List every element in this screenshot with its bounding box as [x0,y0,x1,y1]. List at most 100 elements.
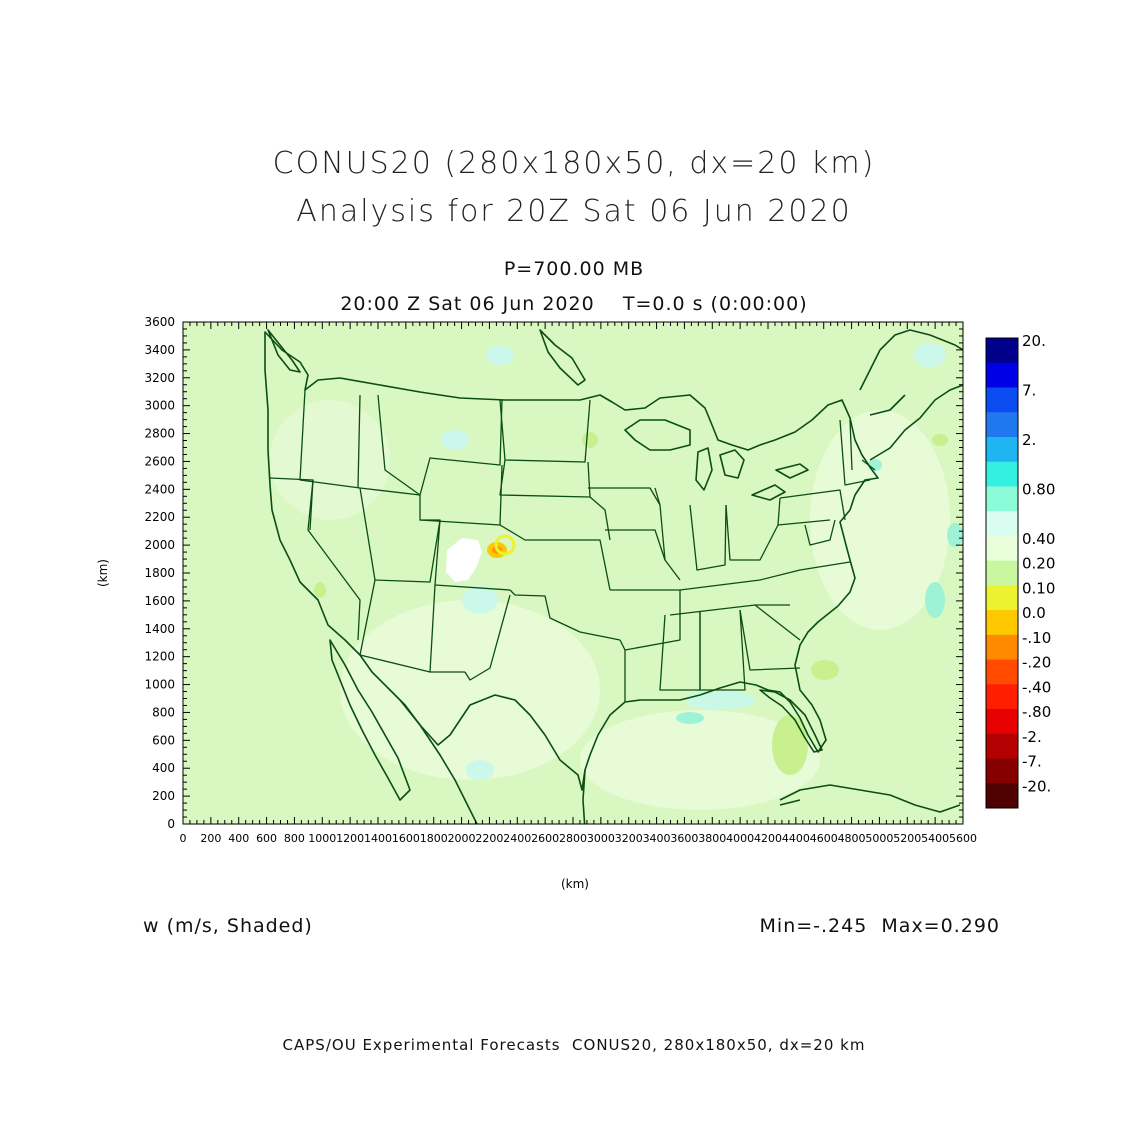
colorbar-swatch [986,610,1018,636]
field-patch [676,712,704,724]
colorbar-swatch [986,436,1018,463]
x-tick-label: 3800 [698,832,726,845]
y-tick-label: 3200 [144,371,175,385]
field-patch [947,523,963,547]
field-patch [772,715,808,775]
y-tick-label: 1000 [144,678,175,692]
x-tick-label: 5200 [893,832,921,845]
cuba [779,784,961,813]
field-patch [925,582,945,618]
y-tick-label: 3600 [144,315,175,329]
mexico-coast [329,639,586,824]
colorbar-swatch [986,461,1018,487]
colorbar-label: 0.40 [1022,530,1055,548]
colorbar-label: 0.0 [1022,604,1046,622]
field-min-ring [494,534,516,556]
plot-title-line2: Analysis for 20Z Sat 06 Jun 2020 [296,194,852,229]
x-tick-label: 2800 [559,832,587,845]
x-tick-label: 4400 [782,832,810,845]
colorbar-swatch [986,783,1018,809]
x-tick-label: 5400 [921,832,949,845]
y-axis-label: (km) [96,559,110,587]
colorbar-label: 2. [1022,431,1036,449]
pressure-level-label: P=700.00 MB [503,258,645,280]
x-tick-label: 2600 [531,832,559,845]
y-tick-label: 1800 [144,566,175,580]
x-tick-label: 600 [256,832,277,845]
y-tick-label: 2200 [144,510,175,524]
field-patch [340,600,600,780]
field-patch [462,586,498,614]
field-patch [685,690,755,710]
y-tick-label: 0 [167,817,175,831]
colorbar-swatch [986,486,1018,512]
x-tick-label: 400 [228,832,249,845]
min-max-label: Min=-.245 Max=0.290 [759,915,1000,937]
y-tick-label: 400 [152,761,175,775]
x-axis-label: (km) [561,877,589,891]
x-tick-label: 200 [200,832,221,845]
x-tick-label: 800 [284,832,305,845]
y-tick-label: 800 [152,705,175,719]
colorbar-swatch [986,733,1018,760]
field-patch [314,582,326,598]
x-tick-label: 3600 [670,832,698,845]
credit-label: CAPS/OU Experimental Forecasts CONUS20, … [282,1036,866,1054]
y-tick-label: 1200 [144,650,175,664]
field-patch [932,434,948,446]
y-tick-label: 1600 [144,594,175,608]
colorbar-swatch [986,511,1018,537]
y-tick-label: 3400 [144,343,175,357]
x-tick-label: 1400 [364,832,392,845]
y-tick-label: 600 [152,733,175,747]
field-patch [580,710,820,810]
y-tick-label: 1400 [144,622,175,636]
y-axis: 0 200 400 600 800 1000 1200 1400 1600 1800 2000 220… [144,315,963,831]
colorbar-swatch [986,659,1018,685]
colorbar: 20. 7. 2. 0.80 0.40 0.20 0.10 0.0 -.10 -.20 -.40 -.… [985,332,1055,809]
field-label: w (m/s, Shaded) [143,915,313,937]
florida [759,689,823,753]
colorbar-label: 0.10 [1022,579,1055,597]
shaded-field [183,322,963,824]
field-patch [441,430,469,450]
colorbar-swatch [986,412,1018,438]
colorbar-swatch [986,535,1018,562]
x-tick-label: 4200 [754,832,782,845]
great-lakes [624,419,809,501]
field-max-white [446,538,482,582]
state-lines [269,389,876,702]
field-patch [466,760,494,780]
field-patch [914,343,946,367]
y-tick-label: 200 [152,789,175,803]
colorbar-swatch [986,684,1018,710]
colorbar-label: -.10 [1022,629,1051,647]
colorbar-label: -.40 [1022,678,1051,696]
x-tick-label: 4600 [810,832,838,845]
colorbar-frame [985,337,1019,809]
x-tick-label: 4000 [726,832,754,845]
vancouver-island [267,329,586,386]
y-tick-label: 2600 [144,454,175,468]
colorbar-label: -7. [1022,753,1042,771]
colorbar-label: 7. [1022,381,1036,399]
colorbar-swatch [986,709,1018,735]
colorbar-label: 0.20 [1022,555,1055,573]
colorbar-swatch [986,338,1018,364]
x-tick-label: 4800 [838,832,866,845]
colorbar-swatch [986,585,1018,611]
x-tick-label: 1200 [336,832,364,845]
colorbar-swatch [986,560,1018,586]
valid-time-label: 20:00 Z Sat 06 Jun 2020 T=0.0 s (0:00:00… [340,293,808,315]
x-tick-label: 5000 [865,832,893,845]
field-patch [811,660,839,680]
x-tick-label: 3400 [643,832,671,845]
field-patch [810,410,950,630]
field-patch [270,400,390,520]
field-patch [582,432,598,448]
field-patch [486,345,514,365]
colorbar-label: 20. [1022,332,1046,350]
colorbar-label: -.80 [1022,703,1051,721]
